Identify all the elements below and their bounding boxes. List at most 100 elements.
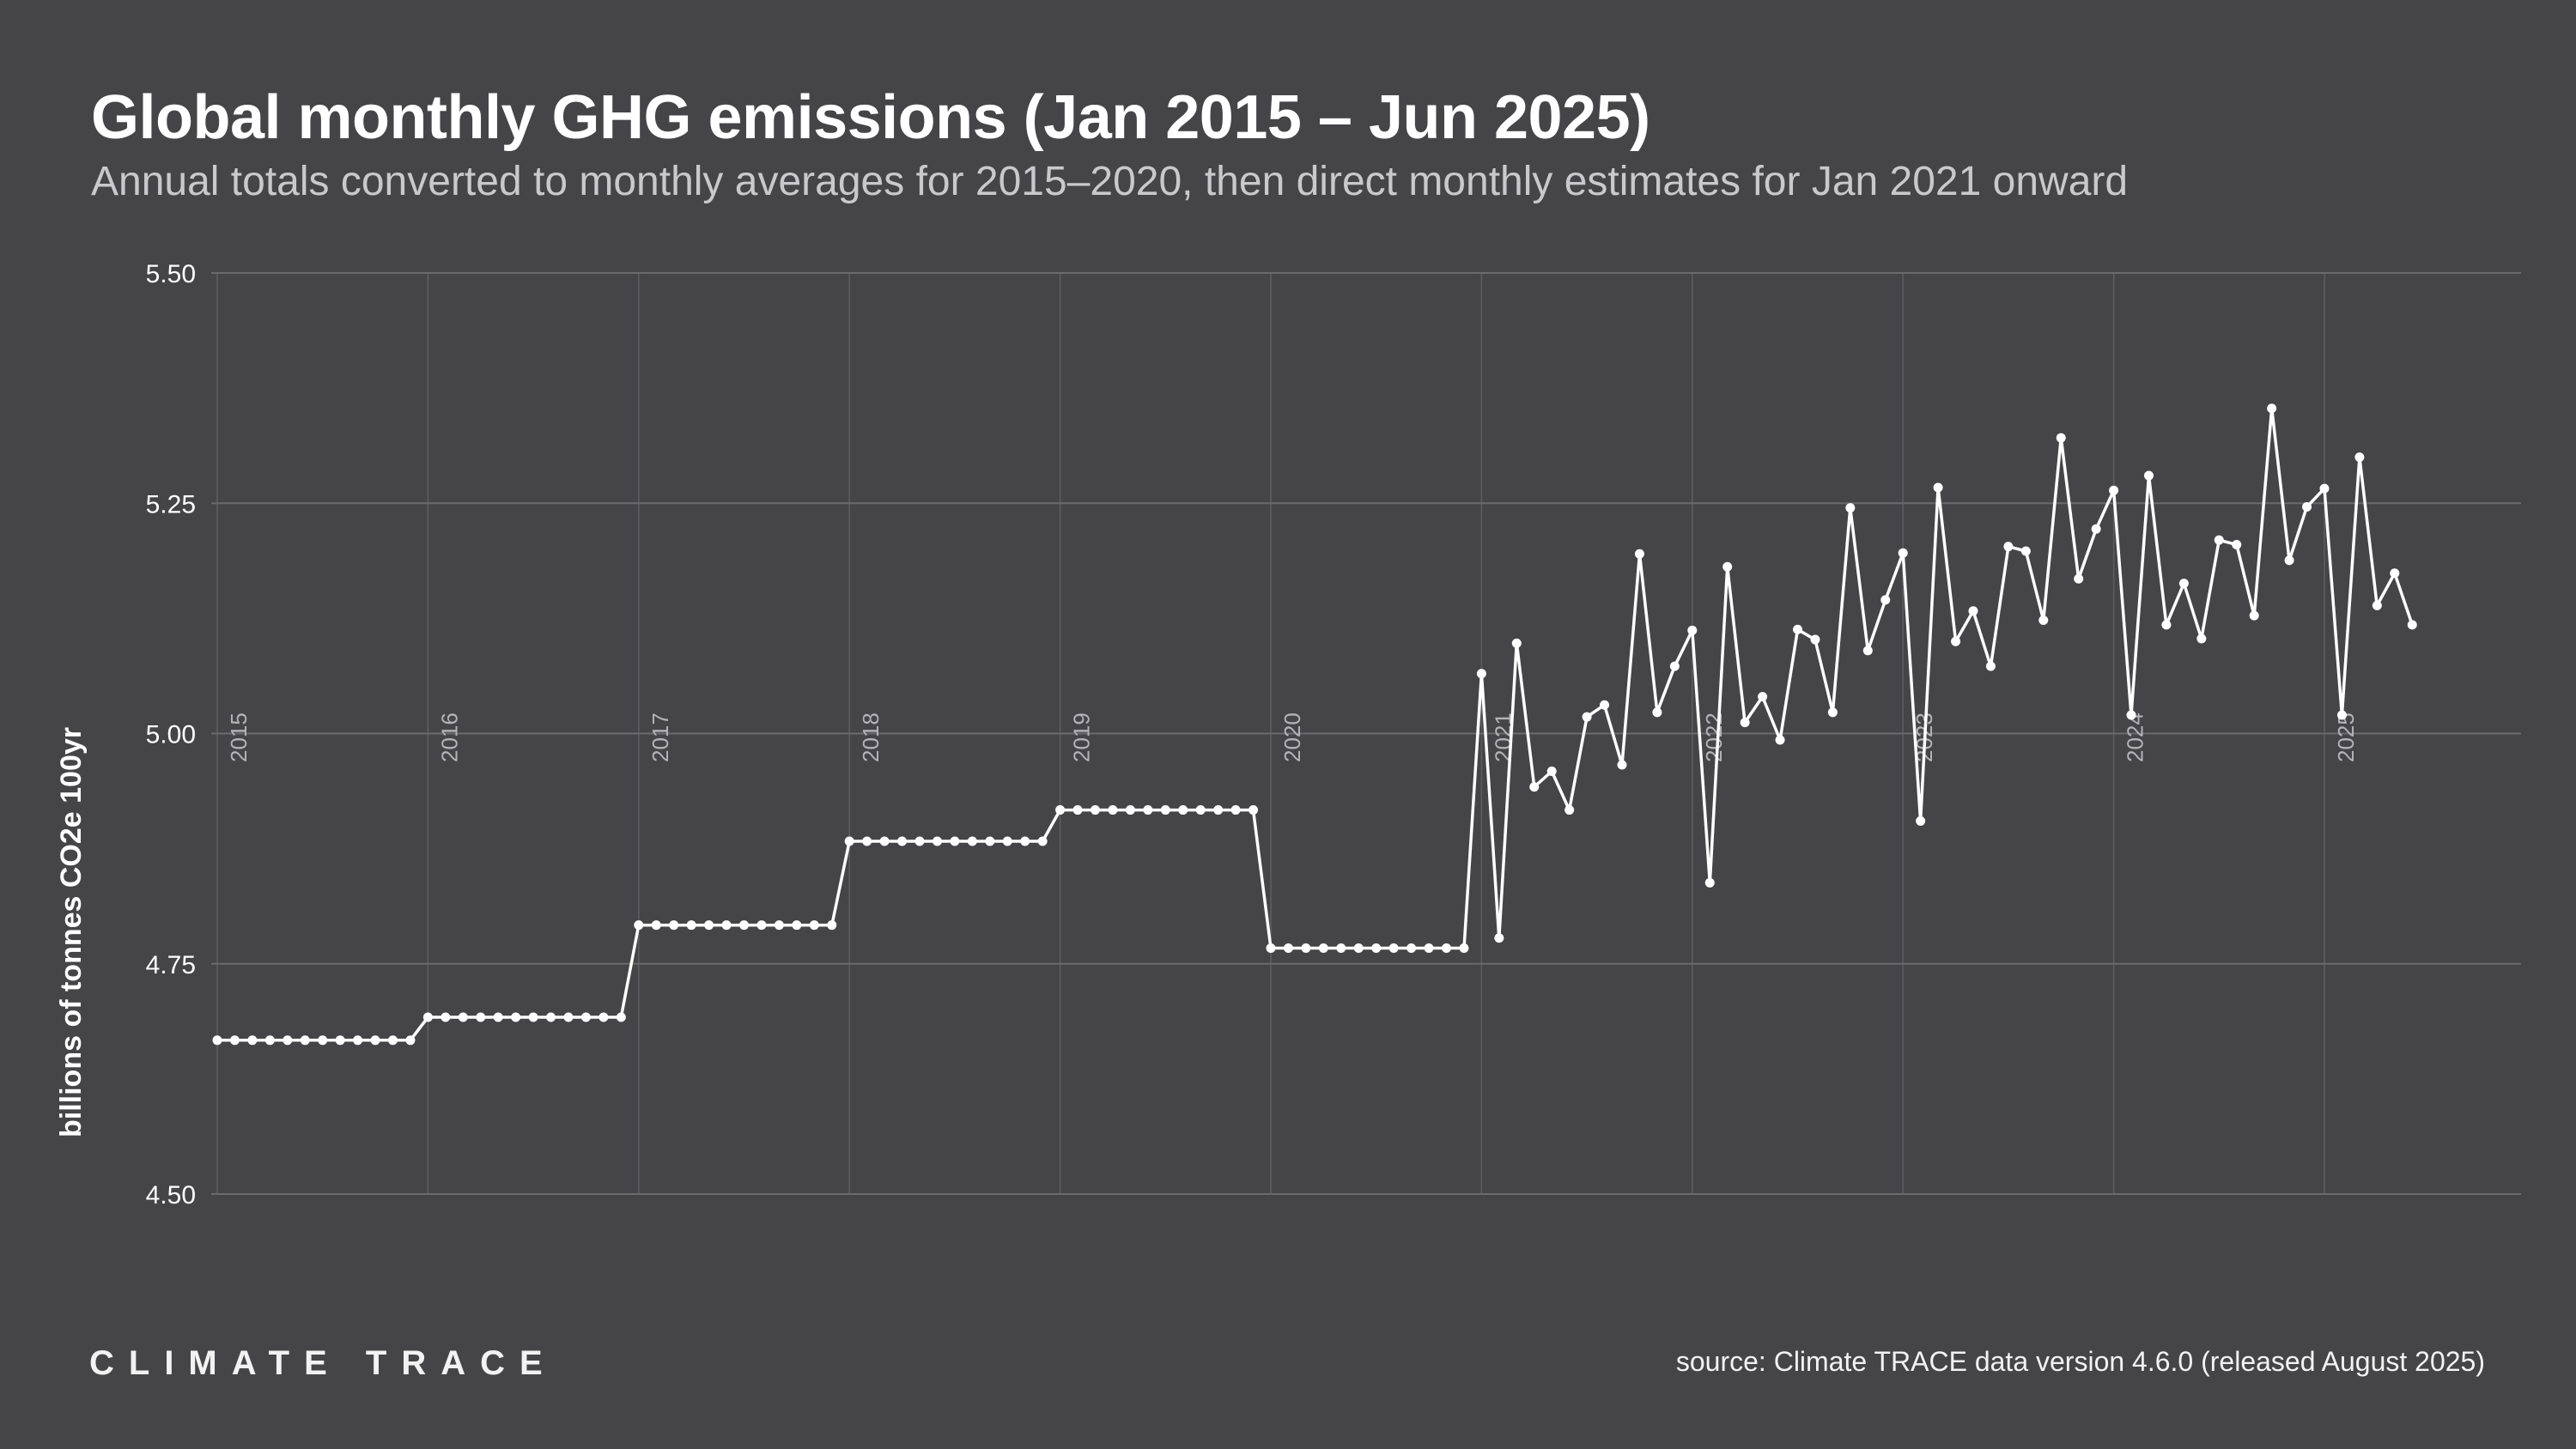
data-point (2161, 620, 2172, 630)
data-point (1055, 805, 1066, 815)
data-point (1160, 805, 1170, 815)
data-point (2074, 573, 2084, 584)
data-point (388, 1035, 398, 1046)
data-point (1002, 836, 1012, 846)
data-point (546, 1012, 556, 1022)
x-year-label: 2017 (647, 712, 673, 762)
data-point (2302, 502, 2312, 512)
data-point (1213, 805, 1224, 815)
data-point (1371, 943, 1382, 954)
x-year-label: 2022 (1701, 712, 1727, 762)
data-point (2003, 542, 2014, 552)
data-point (844, 836, 854, 846)
data-point (950, 836, 960, 846)
data-point (879, 836, 890, 846)
data-point (721, 920, 732, 931)
data-point (774, 920, 784, 931)
data-point (300, 1035, 310, 1046)
data-point (686, 920, 696, 931)
data-point (2056, 433, 2066, 443)
data-point (1862, 646, 1873, 656)
data-point (2196, 634, 2207, 644)
data-point (2126, 710, 2136, 720)
data-point (1704, 877, 1715, 888)
data-point (2091, 524, 2101, 534)
data-point (580, 1012, 591, 1022)
data-point (1249, 805, 1259, 815)
data-point (283, 1035, 293, 1046)
data-point (914, 836, 925, 846)
data-point (1020, 836, 1030, 846)
x-year-labels: 2015 2016 2017 2018 2019 2020 2021 2022 2023 2024… (226, 712, 2359, 762)
y-tick-label: 4.75 (146, 951, 196, 979)
y-axis-label: billions of tonnes CO2e 100yr (55, 727, 88, 1137)
data-point (1916, 815, 1926, 826)
data-point (1968, 606, 1978, 616)
data-point (1933, 482, 1943, 493)
data-point (318, 1035, 328, 1046)
data-point (1406, 943, 1417, 954)
data-point (229, 1035, 240, 1046)
data-point (2249, 610, 2259, 621)
data-point (756, 920, 767, 931)
data-point (2354, 452, 2365, 463)
data-point (1072, 805, 1083, 815)
data-point (264, 1035, 275, 1046)
data-point (1424, 943, 1434, 954)
data-point (598, 1012, 609, 1022)
data-point (1758, 692, 1768, 702)
data-point (1125, 805, 1135, 815)
data-point (1669, 661, 1680, 671)
chart-subtitle: Annual totals converted to monthly avera… (91, 159, 2129, 204)
data-point (1301, 943, 1311, 954)
data-point (1827, 707, 1838, 718)
data-point (1722, 561, 1733, 572)
x-year-label: 2016 (436, 712, 462, 762)
data-point (792, 920, 802, 931)
data-point (1336, 943, 1346, 954)
series-points (212, 403, 2417, 1046)
data-point (1793, 624, 1802, 634)
data-point (458, 1012, 468, 1022)
data-point (1845, 503, 1856, 513)
x-year-label: 2019 (1069, 712, 1095, 762)
data-point (1617, 760, 1627, 770)
climate-trace-logo: CLIMATE TRACE (89, 1344, 557, 1382)
data-point (1775, 735, 1785, 745)
data-point (1178, 805, 1188, 815)
data-point (1108, 805, 1118, 815)
data-point (1459, 943, 1469, 954)
data-point (932, 836, 942, 846)
data-point (1442, 943, 1451, 954)
data-point (1634, 549, 1644, 559)
data-point (827, 920, 837, 931)
data-point (616, 1012, 626, 1022)
data-point (1494, 933, 1504, 943)
grid-lines (211, 272, 2521, 1195)
data-point (1266, 943, 1276, 954)
data-point (1353, 943, 1364, 954)
data-point (2407, 620, 2417, 630)
data-point (1600, 700, 1610, 710)
x-year-label: 2018 (858, 712, 884, 762)
data-point (405, 1035, 416, 1046)
data-point (862, 836, 872, 846)
data-point (563, 1012, 574, 1022)
data-point (1529, 782, 1540, 792)
data-point (1740, 718, 1750, 728)
data-point (1898, 548, 1908, 558)
data-point (2267, 403, 2277, 414)
data-point (1985, 661, 1996, 671)
data-point (1195, 805, 1206, 815)
data-point (2214, 535, 2224, 545)
data-point (1582, 712, 1592, 722)
y-tick-label: 4.50 (146, 1181, 196, 1210)
data-point (476, 1012, 486, 1022)
x-year-label: 2024 (2123, 712, 2148, 762)
data-point (651, 920, 661, 931)
source-note: source: Climate TRACE data version 4.6.0… (1675, 1346, 2485, 1377)
data-point (1091, 805, 1100, 815)
y-tick-label: 5.25 (146, 490, 196, 518)
x-year-label: 2015 (226, 712, 252, 762)
data-point (370, 1035, 380, 1046)
